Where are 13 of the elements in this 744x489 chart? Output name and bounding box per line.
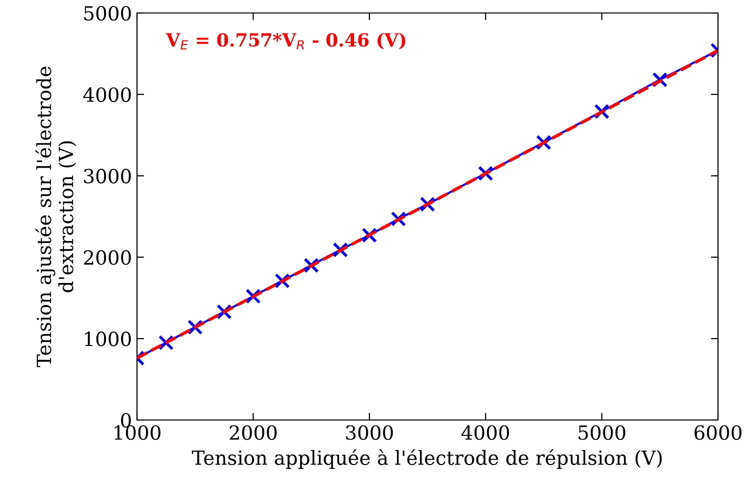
x-tick-label: 2000: [230, 425, 277, 440]
y-tick-label: 3000: [84, 168, 131, 184]
x-tick-label: 4000: [461, 425, 510, 440]
x-axis-title: Tension appliquée à l'électrode de répulsion (V): [192, 449, 662, 469]
y-tick-label: 2000: [84, 250, 131, 265]
y-tick-label: 5000: [84, 6, 131, 21]
x-tick-label: 6000: [694, 425, 742, 440]
x-tick-label: 3000: [346, 425, 393, 440]
annotation: V$_{E}$ = 0.757*V$_{R}$ - 0.46 (V): [166, 32, 406, 50]
x-tick-label: 5000: [578, 425, 626, 440]
y-tick-label: 4000: [83, 87, 131, 102]
y-tick-label: 1000: [85, 332, 131, 346]
y-axis-title: Tension ajustée sur l'électrode d'extraction (V): [35, 66, 76, 368]
